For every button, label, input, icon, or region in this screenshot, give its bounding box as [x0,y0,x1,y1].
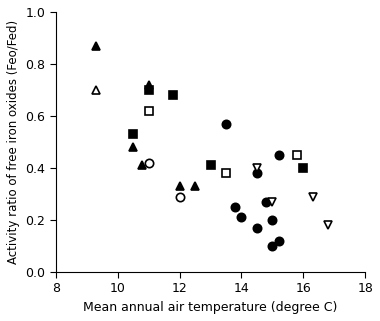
Y-axis label: Activity ratio of free iron oxides (Feo/Fed): Activity ratio of free iron oxides (Feo/… [7,20,20,264]
X-axis label: Mean annual air temperature (degree C): Mean annual air temperature (degree C) [83,301,338,314]
